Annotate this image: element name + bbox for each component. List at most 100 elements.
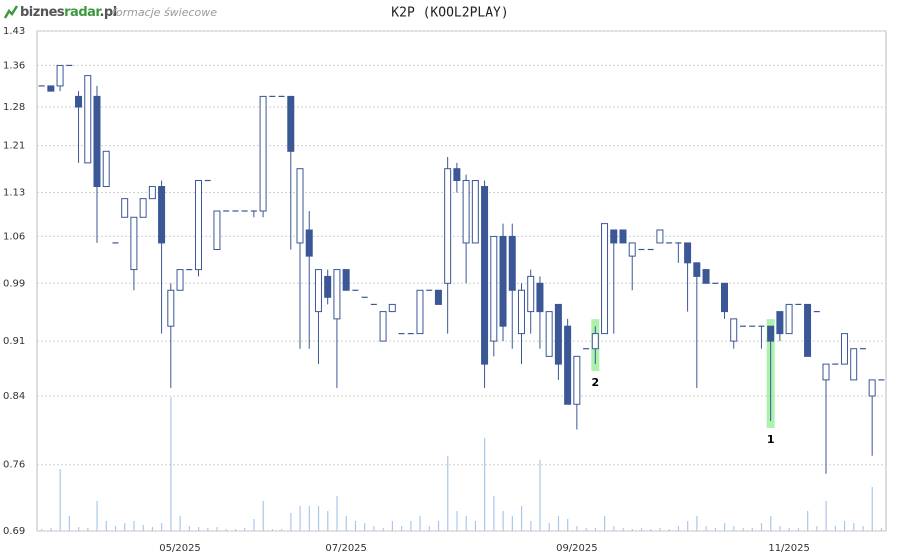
volume-bar: [604, 516, 606, 531]
volume-bar: [797, 528, 800, 531]
candle-body: [767, 325, 775, 342]
candle-body: [93, 95, 101, 188]
volume-bar: [133, 521, 135, 531]
candle-body: [573, 355, 581, 405]
volume-bar: [631, 529, 633, 531]
volume-bar: [474, 521, 477, 531]
volume-bar: [281, 529, 283, 531]
candle-body: [564, 325, 572, 405]
volume-bar: [299, 506, 301, 531]
volume-bar: [493, 496, 495, 531]
candle-body: [693, 262, 701, 277]
candle-body: [776, 311, 784, 335]
volume-bar: [447, 456, 449, 531]
volume-bar: [262, 501, 264, 531]
candle-body: [379, 311, 387, 342]
volume-bar: [78, 527, 80, 531]
volume-bar: [391, 521, 393, 531]
brand-part: radar: [64, 5, 102, 20]
candle-body: [730, 318, 738, 342]
candle-body: [444, 168, 452, 284]
volume-bar: [59, 469, 61, 531]
volume-bar: [640, 528, 643, 531]
volume-bar: [253, 519, 255, 531]
y-tick-label: 0.91: [3, 336, 25, 347]
y-tick-label: 0.76: [3, 460, 25, 471]
volume-bar: [105, 521, 107, 531]
volume-bar: [170, 397, 172, 531]
volume-bar: [520, 506, 523, 531]
candle-body: [324, 275, 332, 298]
section-label: formacje świecowe: [112, 6, 217, 19]
volume-bar: [724, 523, 726, 531]
candle-body: [84, 75, 92, 164]
volume-bar: [114, 526, 117, 531]
brand-part: biznes: [20, 5, 65, 20]
candle-body: [656, 229, 664, 244]
volume-bar: [317, 506, 320, 531]
volume-bar: [760, 523, 763, 531]
candle-body: [416, 289, 424, 335]
volume-bar: [714, 528, 716, 531]
volume-bar: [151, 527, 154, 531]
candle-body: [517, 289, 525, 335]
candle-body: [610, 229, 618, 244]
candle-body: [314, 269, 322, 313]
candle-body: [176, 269, 184, 291]
volume-bar: [68, 516, 70, 531]
candle-body: [434, 289, 442, 305]
candle-body: [850, 348, 858, 381]
volume-bar: [354, 521, 357, 531]
volume-bar: [650, 529, 652, 531]
volume-bar: [862, 526, 864, 531]
volume-bar: [271, 529, 274, 531]
candle-body: [75, 95, 83, 108]
volume-bar: [364, 523, 366, 531]
volume-bar: [50, 528, 52, 531]
candle-body: [121, 198, 129, 218]
volume-bar: [585, 528, 587, 531]
volume-bar: [659, 528, 661, 531]
candle-body: [868, 379, 876, 397]
candle-body: [527, 275, 535, 313]
volume-bar: [345, 516, 347, 531]
brand[interactable]: biznesradar.pl: [20, 5, 117, 20]
candle-body: [56, 64, 64, 87]
volume-bar: [687, 521, 689, 531]
volume-bar: [742, 528, 744, 531]
volume-bar: [124, 523, 126, 531]
volume-bar: [871, 487, 873, 531]
x-tick-label: 07/2025: [325, 543, 367, 554]
candle-body: [481, 186, 489, 365]
volume-bar: [557, 516, 560, 531]
volume-bar: [770, 516, 772, 531]
volume-bar: [733, 526, 735, 531]
volume-bar: [788, 528, 790, 531]
volume-bar: [142, 525, 144, 531]
candle-body: [296, 168, 304, 244]
volume-bar: [428, 526, 430, 531]
candle-body: [601, 223, 609, 335]
volume-bar: [382, 528, 384, 531]
volume-bar: [216, 527, 218, 531]
volume-bar: [401, 526, 403, 531]
volume-bar: [539, 460, 541, 531]
candle-body: [591, 333, 599, 350]
candle-body: [102, 150, 110, 188]
volume-bar: [613, 526, 615, 531]
x-tick-label: 11/2025: [768, 543, 810, 554]
y-tick-label: 0.99: [3, 278, 25, 289]
volume-bar: [807, 511, 809, 531]
volume-bar: [622, 528, 624, 531]
candle-body: [554, 303, 562, 365]
logo-icon: [3, 5, 19, 19]
y-tick-label: 0.84: [3, 391, 25, 402]
volume-bar: [843, 521, 846, 531]
candle-body: [619, 229, 627, 244]
candle-body: [702, 269, 710, 284]
candle-body: [333, 269, 341, 320]
marker-label: 1: [767, 433, 775, 446]
y-tick-label: 1.06: [3, 231, 25, 242]
candle-body: [684, 242, 692, 264]
candle-body: [194, 180, 202, 271]
